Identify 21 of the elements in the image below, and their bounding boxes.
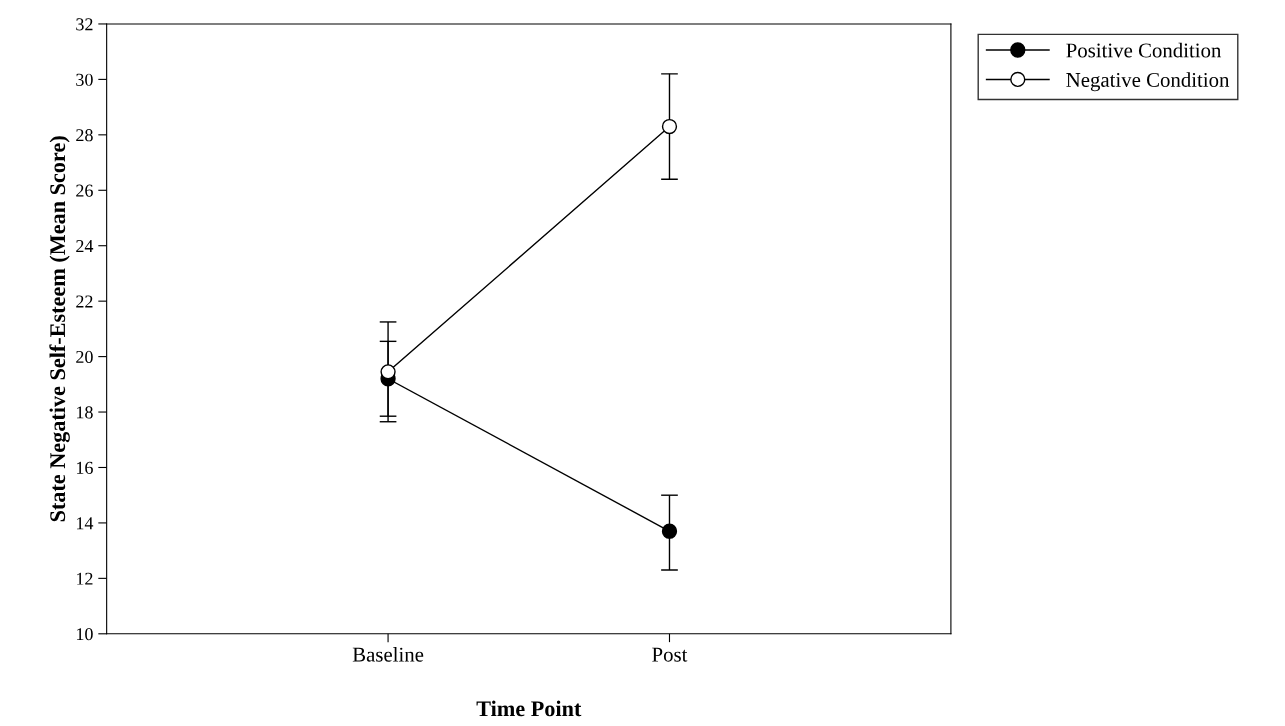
point [661, 118, 678, 135]
legend-label: Negative Condition [1066, 72, 1230, 92]
point [661, 523, 678, 539]
point [380, 364, 396, 380]
y-tick-label: 30 [76, 73, 93, 86]
y-axis-title: State Negative Self-Esteem (Mean Score) [49, 136, 70, 522]
y-tick-label: 24 [76, 240, 94, 252]
y-tick-label: 26 [76, 184, 93, 197]
x-tick-label: Post [652, 647, 688, 662]
y-tick-label: 12 [76, 572, 93, 585]
y-tick-label: 18 [76, 406, 93, 419]
legend-label: Positive Condition [1066, 42, 1222, 58]
y-tick-label: 16 [76, 461, 93, 474]
x-tick-label: Baseline [352, 646, 424, 662]
x-axis-title: Time Point [476, 700, 582, 717]
y-tick-label: 10 [76, 628, 93, 641]
y-tick-label: 14 [76, 517, 94, 530]
y-tick-label: 22 [76, 295, 93, 308]
y-tick-label: 28 [76, 129, 93, 142]
y-tick-label: 32 [76, 18, 93, 31]
y-tick-label: 20 [76, 350, 93, 364]
